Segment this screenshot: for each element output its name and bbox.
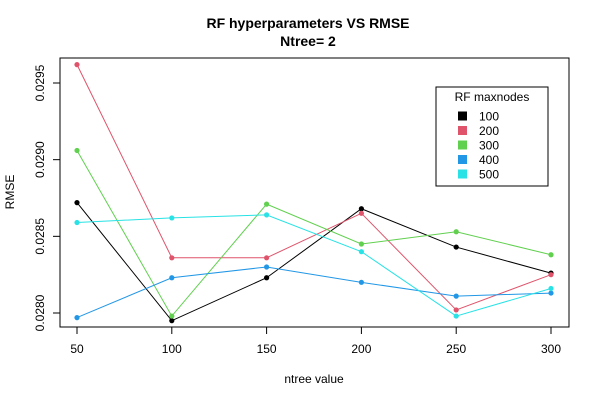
x-axis: 50 100 150 200 250 300 (70, 327, 561, 356)
point-200-100 (169, 255, 175, 261)
point-400-250 (453, 293, 459, 299)
point-500-50 (74, 219, 80, 226)
point-300-50 (74, 147, 80, 154)
y-tick-label-0.0295: 0.0295 (33, 64, 47, 101)
legend-label-100: 100 (479, 110, 499, 124)
x-tick-label-250: 250 (446, 342, 466, 356)
point-300-250 (453, 229, 459, 235)
series-line-400 (76, 266, 552, 319)
y-tick-label-0.0280: 0.0280 (33, 294, 47, 331)
point-200-150 (264, 255, 270, 261)
point-500-100 (169, 215, 175, 221)
legend-title: RF maxnodes (455, 90, 530, 104)
legend-swatch-200 (458, 126, 467, 135)
legend-label-300: 300 (479, 139, 499, 153)
point-400-200 (358, 279, 364, 285)
legend-label-200: 200 (479, 124, 499, 138)
chart-title: RF hyperparameters VS RMSE (206, 15, 409, 31)
point-200-50 (74, 62, 80, 68)
x-axis-label: ntree value (284, 372, 344, 386)
point-500-150 (264, 212, 270, 218)
y-tick-label-0.0285: 0.0285 (33, 218, 47, 255)
x-tick-label-300: 300 (541, 342, 561, 356)
point-300-150 (264, 201, 270, 207)
legend-swatch-500 (458, 169, 467, 179)
legend-label-400: 400 (479, 153, 499, 167)
point-400-100 (169, 275, 175, 281)
series-line-500 (76, 214, 552, 317)
point-500-250 (453, 313, 459, 319)
point-300-200 (358, 241, 364, 247)
point-200-300 (548, 272, 554, 278)
series-line-200 (76, 64, 552, 311)
point-400-300 (548, 290, 554, 296)
x-tick-label-200: 200 (351, 342, 371, 356)
point-100-100 (169, 318, 175, 324)
point-200-200 (358, 210, 364, 216)
series-line-100 (76, 202, 552, 322)
point-100-50 (74, 200, 80, 206)
point-500-300 (548, 285, 554, 292)
point-100-150 (264, 275, 270, 281)
y-axis: 0.0280 0.0285 0.0290 0.0295 (33, 64, 60, 331)
point-300-100 (169, 313, 175, 319)
legend-label-500: 500 (479, 168, 499, 182)
x-tick-label-100: 100 (162, 342, 182, 356)
legend-swatch-100 (458, 111, 467, 121)
point-400-50 (74, 315, 80, 321)
y-tick-label-0.0290: 0.0290 (33, 141, 47, 178)
plot-frame (59, 57, 570, 328)
legend-swatch-400 (458, 155, 467, 164)
point-300-300 (548, 252, 554, 258)
y-axis-label: RMSE (3, 175, 17, 210)
series-line-300 (76, 150, 552, 317)
series-layer (74, 62, 554, 324)
x-tick-label-150: 150 (257, 342, 277, 356)
legend-box (435, 86, 549, 187)
chart-subtitle: Ntree= 2 (280, 33, 336, 49)
legend-swatch-300 (458, 140, 467, 150)
point-400-150 (264, 264, 270, 270)
point-100-250 (453, 244, 459, 250)
point-200-250 (453, 307, 459, 313)
x-tick-label-50: 50 (70, 342, 84, 356)
point-500-200 (358, 249, 364, 255)
point-100-200 (358, 206, 364, 212)
